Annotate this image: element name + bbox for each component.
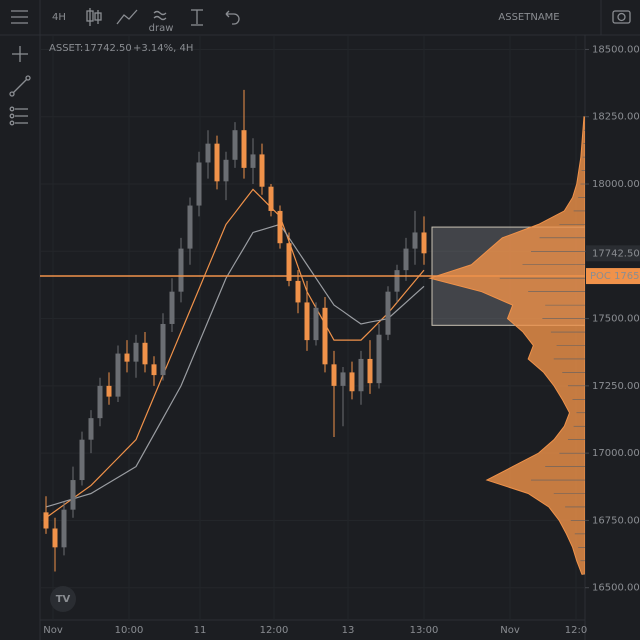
candle-body (286, 243, 292, 281)
candle-body (43, 512, 49, 529)
x-tick-label: 13 (342, 625, 355, 636)
candle-body (151, 364, 157, 376)
candle-body (88, 418, 94, 440)
moving-average (45, 223, 425, 508)
candle-body (358, 358, 364, 392)
y-tick-label: 17000.00 (592, 448, 640, 459)
candle-type-button[interactable] (86, 8, 102, 26)
y-tick-label: 18250.00 (592, 112, 640, 123)
candle-body (214, 143, 220, 182)
plot-area (40, 36, 585, 620)
x-tick-label: 12:00 (260, 625, 289, 636)
candle-body (52, 528, 58, 548)
svg-text:TV: TV (56, 594, 71, 605)
poc-label-box (586, 268, 640, 285)
moving-average (45, 188, 425, 519)
legend-change: +3.14%, 4H (133, 43, 193, 54)
y-tick-label: 17500.00 (592, 314, 640, 325)
x-tick-label: Nov (500, 625, 520, 636)
candle-body (160, 323, 166, 376)
last-price-label: 17742.50 (592, 248, 640, 259)
last-price-box (586, 245, 640, 262)
volume-profile (428, 116, 585, 575)
indicators-button[interactable] (116, 9, 138, 25)
x-tick-label: 13:00 (410, 625, 439, 636)
draw-label: draw (149, 23, 174, 34)
x-tick-label: Nov (43, 625, 63, 636)
asset-name[interactable]: ASSETNAME (498, 12, 559, 23)
y-tick-label: 18500.00 (592, 44, 640, 55)
x-tick-label: 11 (194, 625, 207, 636)
candle-body (376, 334, 382, 384)
candle-body (241, 130, 247, 168)
candle-body (187, 205, 193, 249)
candle-body (259, 154, 265, 187)
candle-body (97, 385, 103, 419)
candle-body (421, 232, 427, 254)
candle-body (106, 385, 112, 397)
text-button[interactable] (191, 9, 203, 26)
undo-button[interactable] (225, 10, 240, 25)
snapshot-button[interactable] (612, 10, 631, 24)
settings-tool[interactable] (9, 106, 28, 126)
candle-body (340, 372, 346, 386)
candle-body (295, 280, 301, 303)
candle-body (79, 439, 85, 481)
left-toolbar (9, 35, 41, 640)
candle-body (313, 307, 319, 341)
candle-body (304, 302, 310, 341)
candle-body (322, 307, 328, 365)
top-toolbar: 4H draw ASSETNAME (0, 0, 640, 36)
candle-body (115, 353, 121, 397)
candle-body (70, 480, 76, 510)
y-tick-label: 18000.00 (592, 179, 640, 190)
candle-body (277, 210, 283, 244)
candle-body (205, 143, 211, 163)
trendline-tool[interactable] (9, 75, 31, 97)
candle-body (169, 291, 175, 324)
candle-body (250, 154, 256, 168)
candle-body (196, 162, 202, 206)
candle-body (412, 232, 418, 249)
y-tick-label: 17250.00 (592, 381, 640, 392)
candle-body (385, 291, 391, 335)
candle-body (331, 364, 337, 386)
logo: TV (50, 586, 76, 612)
candle-body (142, 342, 148, 365)
draw-button[interactable] (153, 10, 167, 21)
y-tick-label: 16500.00 (592, 583, 640, 594)
candle-body (232, 130, 238, 160)
x-tick-label: 10:00 (115, 625, 144, 636)
candle-body (367, 358, 373, 384)
candle-body (394, 270, 400, 292)
candle-body (268, 186, 274, 211)
poc-label: POC 17658 (590, 271, 640, 282)
candle-body (124, 353, 130, 362)
menu-button[interactable] (11, 10, 28, 24)
candle-body (403, 248, 409, 271)
candle-body (349, 372, 355, 392)
x-tick-label: 12:0 (565, 625, 587, 636)
y-tick-label: 16750.00 (592, 515, 640, 526)
interval-button[interactable]: 4H (52, 12, 66, 23)
legend-symbol: ASSET: (49, 43, 83, 54)
legend-price: 17742.50 (84, 43, 132, 54)
candle-body (133, 342, 139, 362)
candle-body (223, 159, 229, 182)
candle-body (61, 509, 67, 548)
candle-body (178, 248, 184, 292)
crosshair-tool[interactable] (12, 46, 28, 62)
